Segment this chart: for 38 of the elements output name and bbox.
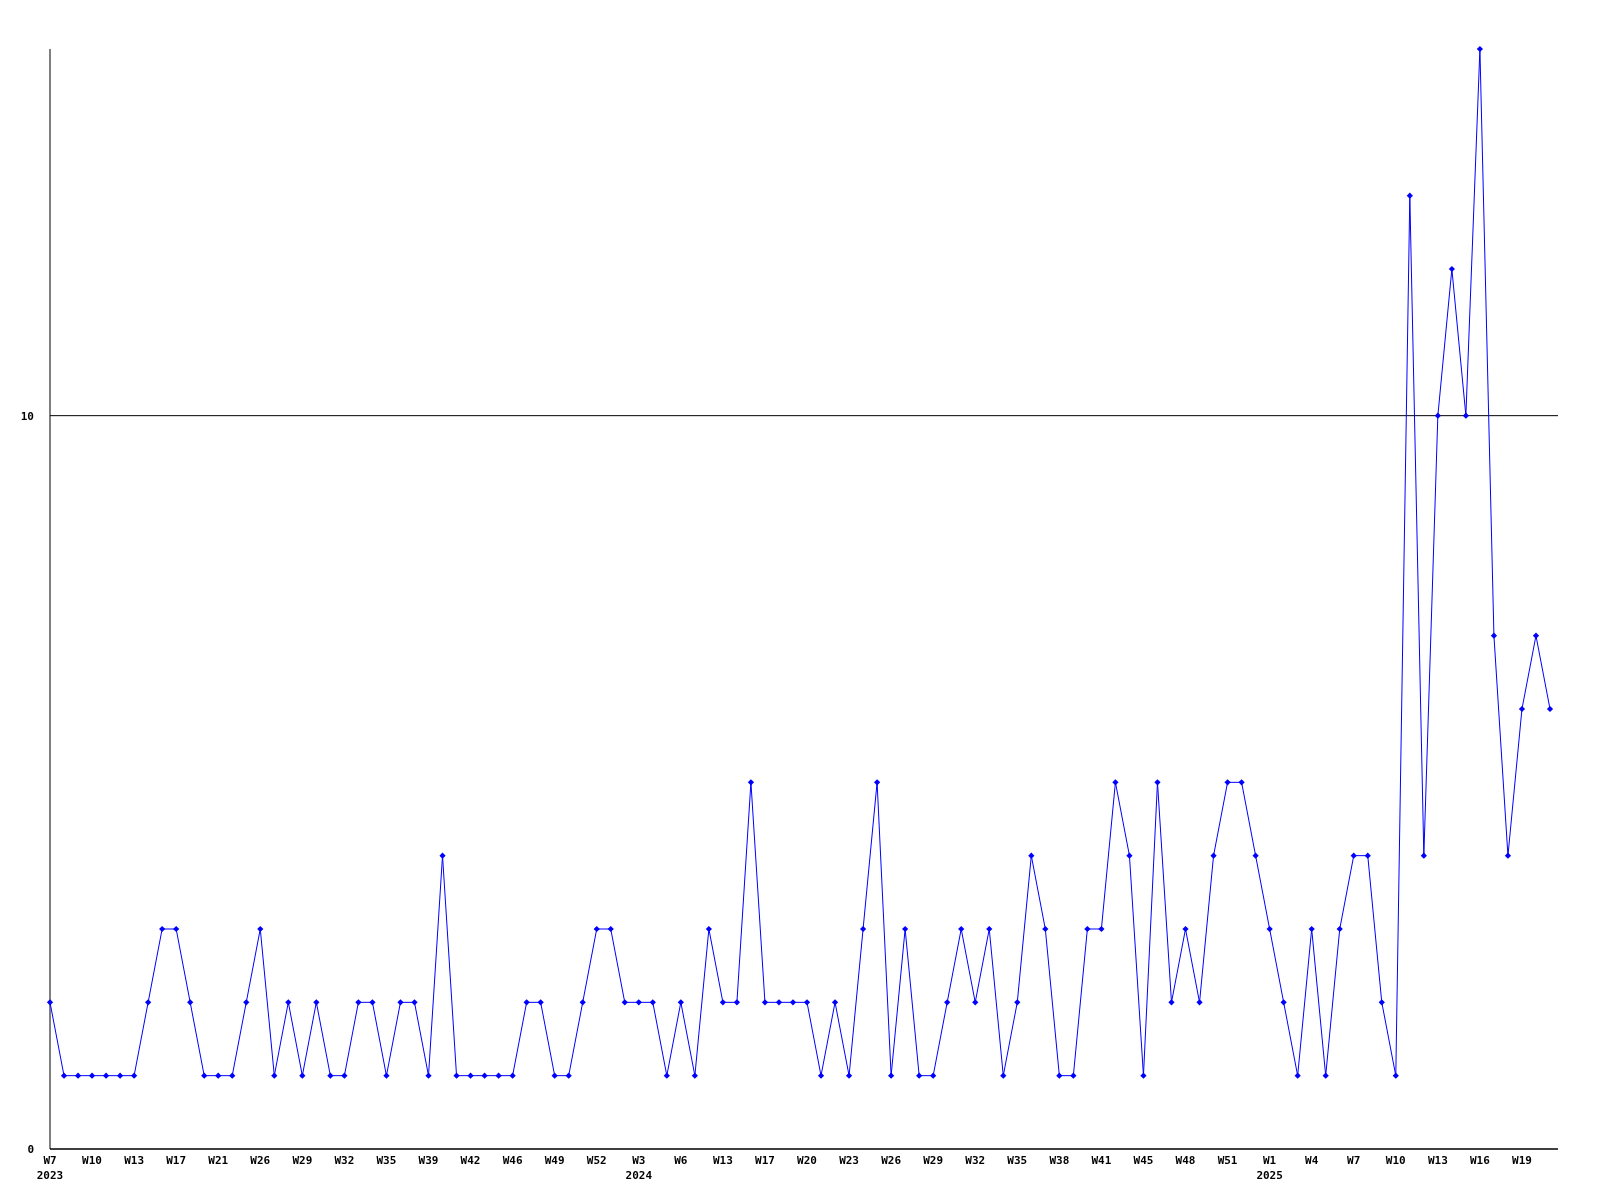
x-tick-label: W51 bbox=[1217, 1154, 1238, 1167]
x-tick-label: W10 bbox=[82, 1154, 102, 1167]
x-tick-label: W16 bbox=[1469, 1154, 1491, 1167]
y-tick-label: 0 bbox=[27, 1142, 34, 1156]
x-tick-label: W41 bbox=[1091, 1154, 1112, 1167]
x-tick-label: W32 bbox=[334, 1154, 355, 1167]
x-tick-label: W21 bbox=[208, 1154, 229, 1167]
x-tick-label: W3 2024 bbox=[625, 1154, 653, 1182]
x-tick-label: W7 bbox=[1347, 1154, 1361, 1167]
x-tick-label: W26 bbox=[881, 1154, 902, 1167]
x-tick-label: W13 bbox=[1427, 1154, 1448, 1167]
x-tick-label: W26 bbox=[250, 1154, 271, 1167]
x-tick-label: W35 bbox=[376, 1154, 397, 1167]
x-tick-label: W32 bbox=[965, 1154, 986, 1167]
x-tick-label: W17 bbox=[755, 1154, 775, 1167]
x-tick-label: W17 bbox=[166, 1154, 187, 1167]
x-tick-label: W52 bbox=[586, 1154, 607, 1167]
x-tick-label: W46 bbox=[502, 1154, 523, 1167]
x-tick-label: W35 bbox=[1007, 1154, 1028, 1167]
x-tick-label: W48 bbox=[1175, 1154, 1196, 1167]
x-tick-label: W45 bbox=[1133, 1154, 1154, 1167]
x-tick-label: W19 bbox=[1512, 1154, 1532, 1167]
x-tick-label: W23 bbox=[839, 1154, 859, 1167]
x-tick-label: W38 bbox=[1049, 1154, 1070, 1167]
x-tick-label: W13 bbox=[712, 1154, 733, 1167]
x-tick-label: W49 bbox=[544, 1154, 565, 1167]
x-tick-label: W29 bbox=[292, 1154, 313, 1167]
x-tick-label: W4 bbox=[1305, 1154, 1319, 1167]
x-tick-label: W39 bbox=[418, 1154, 439, 1167]
x-tick-label: W13 bbox=[124, 1154, 145, 1167]
y-tick-label: 10 bbox=[20, 409, 34, 423]
x-tick-label: W10 bbox=[1385, 1154, 1406, 1167]
x-tick-label: W42 bbox=[460, 1154, 481, 1167]
x-tick-label: W7 2023 bbox=[36, 1154, 64, 1182]
x-tick-label: W29 bbox=[923, 1154, 944, 1167]
x-tick-label: W6 bbox=[674, 1154, 688, 1167]
x-tick-label: W20 bbox=[797, 1154, 817, 1167]
x-tick-label: W1 2025 bbox=[1256, 1154, 1283, 1182]
